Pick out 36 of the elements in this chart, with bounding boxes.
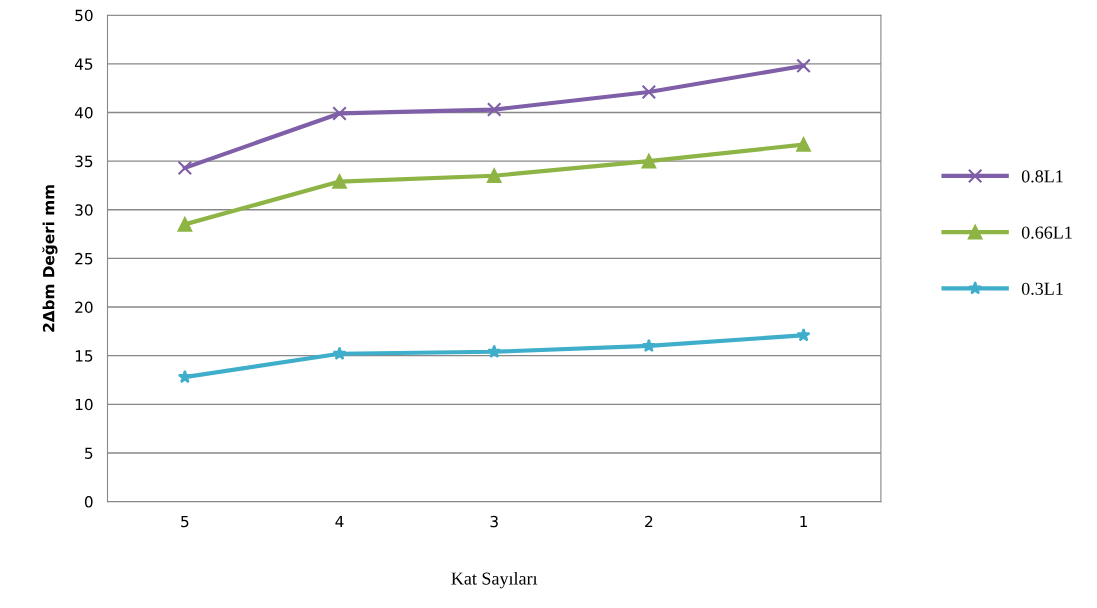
y-tick-label: 0 xyxy=(84,496,93,508)
point xyxy=(332,174,347,189)
point xyxy=(641,338,656,353)
point xyxy=(177,160,193,176)
y-tick-label: 40 xyxy=(74,106,93,119)
point xyxy=(796,58,811,74)
point xyxy=(332,106,347,121)
point xyxy=(177,369,192,384)
x-tick-label: 5 xyxy=(181,515,189,528)
x-tick-label: 4 xyxy=(335,515,344,528)
y-tick-label: 15 xyxy=(75,350,93,362)
x-tick-label: 3 xyxy=(490,515,498,528)
legend-label: 0.8L1 xyxy=(1021,170,1063,183)
x-tick-label: 2 xyxy=(645,515,653,528)
y-tick-label: 45 xyxy=(74,58,93,70)
y-tick-label: 20 xyxy=(75,301,93,314)
legend-label: 0.66L1 xyxy=(1021,226,1072,239)
point xyxy=(487,344,502,358)
y-tick-label: 5 xyxy=(85,447,93,459)
point xyxy=(641,84,657,100)
point xyxy=(796,137,811,152)
y-tick-label: 35 xyxy=(75,155,93,168)
y-tick-label: 50 xyxy=(75,9,93,22)
point xyxy=(486,102,502,117)
point xyxy=(641,153,657,169)
point xyxy=(177,217,193,232)
x-axis-title: Kat Sayıları xyxy=(451,571,538,589)
legend-label: 0.3L1 xyxy=(1021,282,1063,295)
x-tick-label: 1 xyxy=(800,515,807,528)
point xyxy=(486,168,502,183)
point xyxy=(332,346,347,360)
y-tick-label: 10 xyxy=(75,398,93,411)
y-axis-title: 2Δbm Değeri mm xyxy=(42,185,58,332)
point xyxy=(796,327,811,342)
y-tick-label: 30 xyxy=(75,204,93,216)
y-tick-label: 25 xyxy=(75,252,93,265)
